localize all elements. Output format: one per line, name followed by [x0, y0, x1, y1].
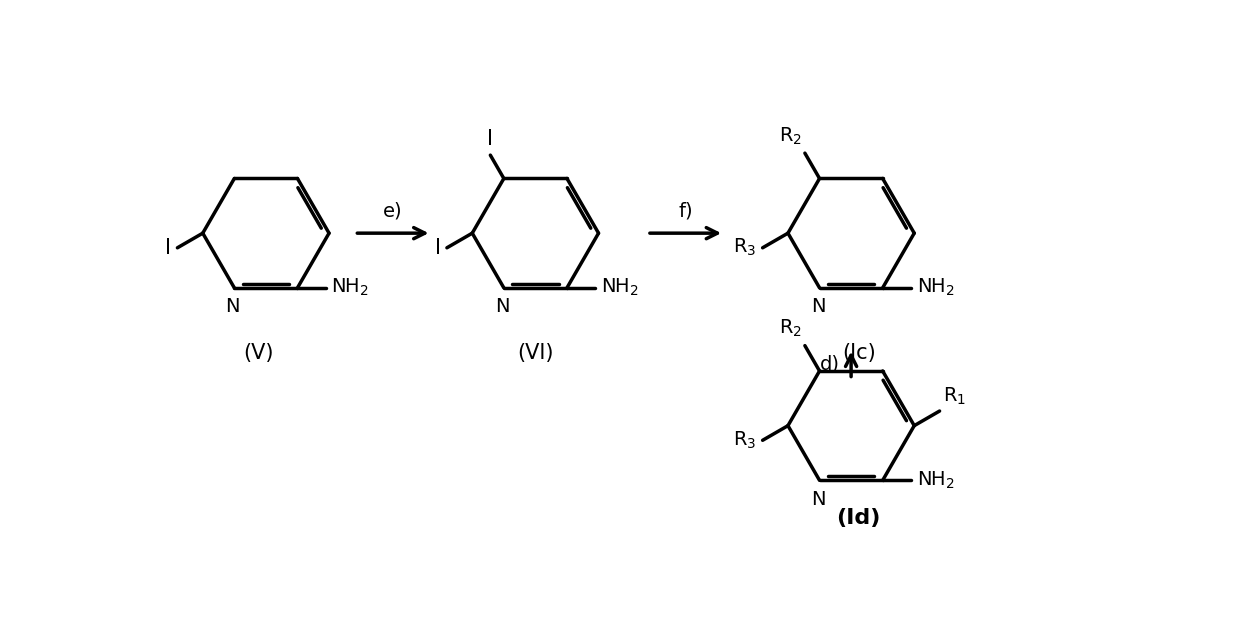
Text: NH$_2$: NH$_2$ [331, 277, 370, 299]
Text: I: I [487, 129, 494, 149]
Text: N: N [495, 297, 510, 316]
Text: d): d) [820, 354, 839, 373]
Text: N: N [811, 297, 826, 316]
Text: NH$_2$: NH$_2$ [916, 277, 955, 299]
Text: N: N [226, 297, 241, 316]
Text: R$_3$: R$_3$ [733, 237, 756, 259]
Text: I: I [435, 238, 440, 258]
Text: R$_2$: R$_2$ [779, 126, 802, 147]
Text: e): e) [383, 201, 403, 220]
Text: (V): (V) [243, 342, 274, 363]
Text: (VI): (VI) [517, 342, 553, 363]
Text: NH$_2$: NH$_2$ [601, 277, 639, 299]
Text: f): f) [678, 201, 693, 220]
Text: N: N [811, 489, 826, 508]
Text: I: I [165, 238, 171, 258]
Text: NH$_2$: NH$_2$ [916, 470, 955, 491]
Text: (Id): (Id) [837, 508, 880, 528]
Text: R$_2$: R$_2$ [779, 318, 802, 339]
Text: (Ic): (Ic) [842, 342, 875, 363]
Text: R$_1$: R$_1$ [944, 386, 966, 407]
Text: R$_3$: R$_3$ [733, 430, 756, 451]
